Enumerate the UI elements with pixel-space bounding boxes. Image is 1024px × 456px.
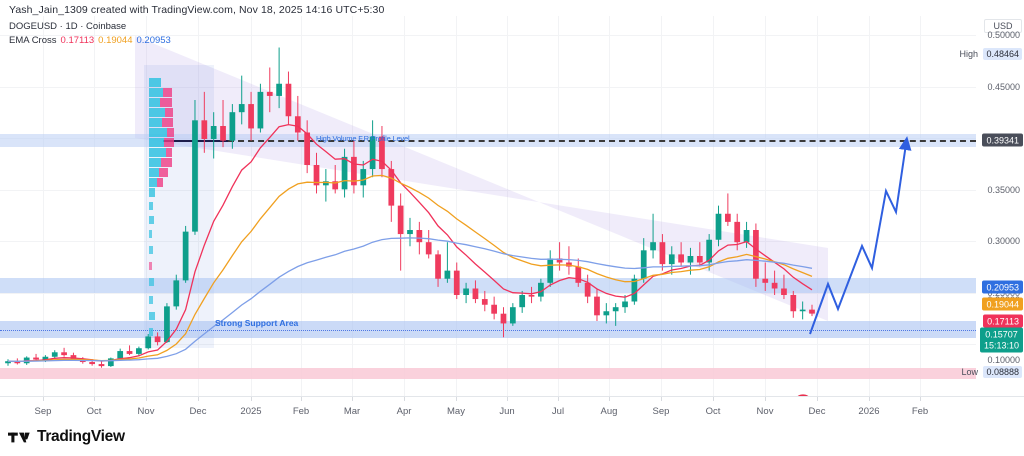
price-axis[interactable]: USD 0.50000 0.45000 0.40000 0.35000 0.30… xyxy=(959,16,1024,396)
indicator-name: EMA Cross xyxy=(9,35,57,46)
ema-mid-badge: 0.19044 xyxy=(982,297,1023,311)
chart-plot-area[interactable]: High Volume F.R Profile Level Strong Sup… xyxy=(0,16,976,396)
price-tick: 0.50000 xyxy=(987,30,1020,40)
profile-level-label: High Volume F.R Profile Level xyxy=(316,134,410,143)
last-price-value: 0.15707 xyxy=(985,329,1018,339)
time-tick: Aug xyxy=(600,406,618,417)
strong-support-dotted-line xyxy=(0,330,976,331)
time-tick: Dec xyxy=(808,406,826,417)
support-area-label: Strong Support Area xyxy=(215,318,299,328)
time-tick: Jun xyxy=(499,406,515,417)
indicator-legend[interactable]: EMA Cross 0.17113 0.19044 0.20953 xyxy=(9,35,171,48)
symbol-label[interactable]: DOGEUSD · 1D · Coinbase xyxy=(9,21,127,32)
upper-support-band xyxy=(0,278,976,293)
high-marker-label: High xyxy=(959,49,978,59)
tradingview-wordmark: TradingView xyxy=(37,428,125,445)
candlestick-series xyxy=(5,47,815,368)
chart-legend: DOGEUSD · 1D · Coinbase EMA Cross 0.17113… xyxy=(9,21,171,48)
level-badge: 0.39341 xyxy=(982,133,1023,147)
projection-arrow xyxy=(809,136,912,335)
time-tick: 2025 xyxy=(240,406,262,417)
strong-support-band xyxy=(0,321,976,338)
time-tick: Mar xyxy=(343,406,361,417)
flag-emoji-sticker xyxy=(797,394,809,396)
price-tick: 0.35000 xyxy=(987,185,1020,195)
time-tick: 2026 xyxy=(858,406,880,417)
currency-label: USD xyxy=(984,19,1022,33)
time-tick: Oct xyxy=(705,406,721,417)
low-marker-value: 0.08888 xyxy=(983,366,1022,378)
last-price-badge: 0.15707 15:13:10 xyxy=(979,327,1023,353)
price-tick: 0.45000 xyxy=(987,82,1020,92)
profile-level-dashed-line xyxy=(228,140,976,142)
time-tick: Sep xyxy=(34,406,52,417)
ema-slow-badge: 0.20953 xyxy=(982,280,1023,294)
time-axis[interactable]: Sep Oct Nov Dec 2025 Feb Mar Apr May Jun… xyxy=(0,396,1024,425)
ema-fast-badge: 0.17113 xyxy=(983,314,1023,328)
time-tick: Apr xyxy=(396,406,412,417)
time-tick: May xyxy=(447,406,465,417)
ema-slow-value: 0.20953 xyxy=(136,35,171,46)
time-tick: Feb xyxy=(911,406,929,417)
time-tick: Sep xyxy=(652,406,670,417)
price-tick: 0.30000 xyxy=(987,236,1020,246)
price-tick: 0.10000 xyxy=(987,355,1020,365)
ema-mid-value: 0.19044 xyxy=(98,35,133,46)
footer-branding: TradingView xyxy=(8,428,125,446)
high-marker-value: 0.48464 xyxy=(983,48,1022,60)
time-tick: Nov xyxy=(137,406,155,417)
time-tick: Oct xyxy=(86,406,102,417)
low-price-band xyxy=(0,368,976,379)
time-tick: Jul xyxy=(551,406,565,417)
attribution-text: Yash_Jain_1309 created with TradingView.… xyxy=(9,4,385,16)
tradingview-logo-icon xyxy=(8,432,30,442)
volume-profile xyxy=(149,78,174,336)
ema-fast-value: 0.17113 xyxy=(60,35,95,46)
time-tick: Dec xyxy=(189,406,207,417)
time-tick: Nov xyxy=(756,406,774,417)
last-price-countdown: 15:13:10 xyxy=(983,340,1019,350)
low-marker-label: Low xyxy=(961,367,978,377)
time-tick: Feb xyxy=(292,406,310,417)
